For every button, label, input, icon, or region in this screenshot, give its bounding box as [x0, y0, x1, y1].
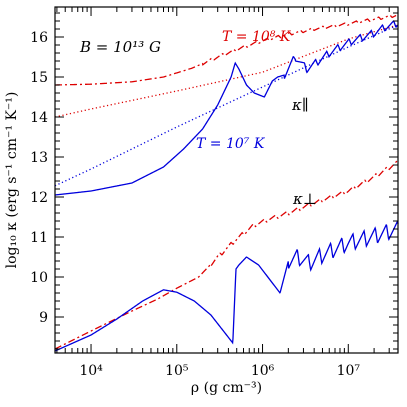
kappa-perpendicular-label: κ⊥	[292, 190, 317, 208]
y-tick-label: 10	[30, 270, 48, 286]
x-axis-label: ρ (g cm⁻³)	[191, 380, 262, 396]
y-tick-label: 12	[30, 190, 48, 206]
x-tick-label: 10⁷	[337, 363, 361, 379]
series-kappa_par-0	[54, 13, 399, 86]
y-tick-label: 9	[39, 310, 48, 326]
series-kappa_par-3	[54, 20, 399, 196]
series-kappa_perp-4	[54, 159, 399, 350]
y-tick-label: 15	[30, 70, 48, 86]
x-tick-label: 10⁵	[165, 363, 189, 379]
series-kappa_par-1	[54, 24, 399, 118]
x-tick-label: 10⁶	[251, 363, 275, 379]
y-tick-label: 16	[30, 30, 48, 46]
ticks-layer: 10⁴ 10⁵ 10⁶ 10⁷ 9 10 11 12 13 14 15 16	[30, 7, 398, 379]
y-tick-label: 11	[30, 230, 48, 246]
field-annotation: B = 10¹³ G	[79, 38, 161, 56]
y-tick-label: 13	[30, 150, 48, 166]
kappa-parallel-label: κ∥	[291, 96, 309, 114]
temperature-low-label: T = 10⁷ K	[196, 136, 266, 152]
y-tick-label: 14	[30, 110, 48, 126]
temperature-high-label: T = 10⁸ K	[222, 29, 292, 45]
x-tick-label: 10⁴	[79, 363, 103, 379]
series-kappa_perp-5	[54, 219, 399, 352]
plot-frame	[54, 6, 399, 354]
y-axis-label: log₁₀ κ (erg s⁻¹ cm⁻¹ K⁻¹)	[4, 92, 20, 269]
series-layer	[54, 13, 399, 352]
